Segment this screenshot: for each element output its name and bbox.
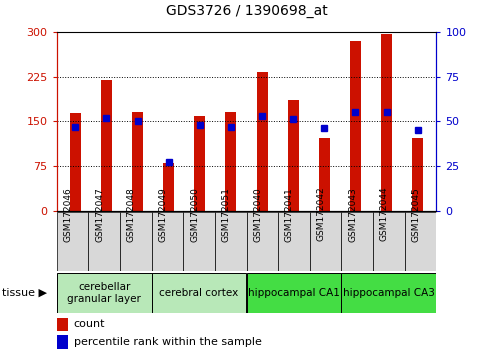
Text: GSM172043: GSM172043 [348, 187, 357, 241]
Text: cerebral cortex: cerebral cortex [159, 288, 239, 298]
Text: percentile rank within the sample: percentile rank within the sample [74, 337, 262, 347]
Bar [405, 212, 436, 271]
Bar [278, 212, 310, 271]
Bar [350, 41, 361, 211]
Text: hippocampal CA1: hippocampal CA1 [248, 288, 340, 298]
Bar [57, 273, 151, 313]
Bar [246, 212, 278, 271]
Bar [163, 163, 174, 211]
Bar [101, 80, 112, 211]
Text: GDS3726 / 1390698_at: GDS3726 / 1390698_at [166, 4, 327, 18]
Text: GSM172051: GSM172051 [222, 187, 231, 241]
Bar [288, 101, 299, 211]
Bar [381, 34, 392, 211]
Bar [310, 212, 341, 271]
Text: GSM172041: GSM172041 [285, 187, 294, 241]
Bar [194, 116, 205, 211]
Text: GSM172046: GSM172046 [64, 187, 72, 241]
Text: GSM172044: GSM172044 [380, 187, 389, 241]
Text: GSM172040: GSM172040 [253, 187, 262, 241]
Bar [215, 212, 246, 271]
Text: GSM172047: GSM172047 [95, 187, 104, 241]
Bar [341, 212, 373, 271]
Text: cerebellar
granular layer: cerebellar granular layer [67, 282, 141, 304]
Bar [257, 72, 268, 211]
Bar [412, 138, 423, 211]
Bar [132, 112, 143, 211]
Bar [341, 273, 436, 313]
Text: GSM172042: GSM172042 [317, 187, 325, 241]
Bar [151, 212, 183, 271]
Text: tissue ▶: tissue ▶ [2, 288, 47, 298]
Bar [183, 212, 215, 271]
Text: hippocampal CA3: hippocampal CA3 [343, 288, 435, 298]
Text: GSM172049: GSM172049 [158, 187, 168, 241]
Bar [319, 138, 330, 211]
Bar [225, 112, 236, 211]
Bar [57, 318, 68, 331]
Bar [70, 114, 81, 211]
Bar [151, 273, 246, 313]
Text: count: count [74, 319, 106, 329]
Bar [373, 212, 405, 271]
Bar [246, 273, 341, 313]
Text: GSM172050: GSM172050 [190, 187, 199, 241]
Bar [88, 212, 120, 271]
Text: GSM172048: GSM172048 [127, 187, 136, 241]
Bar [120, 212, 152, 271]
Bar [57, 212, 88, 271]
Bar [57, 335, 68, 349]
Text: GSM172045: GSM172045 [412, 187, 421, 241]
